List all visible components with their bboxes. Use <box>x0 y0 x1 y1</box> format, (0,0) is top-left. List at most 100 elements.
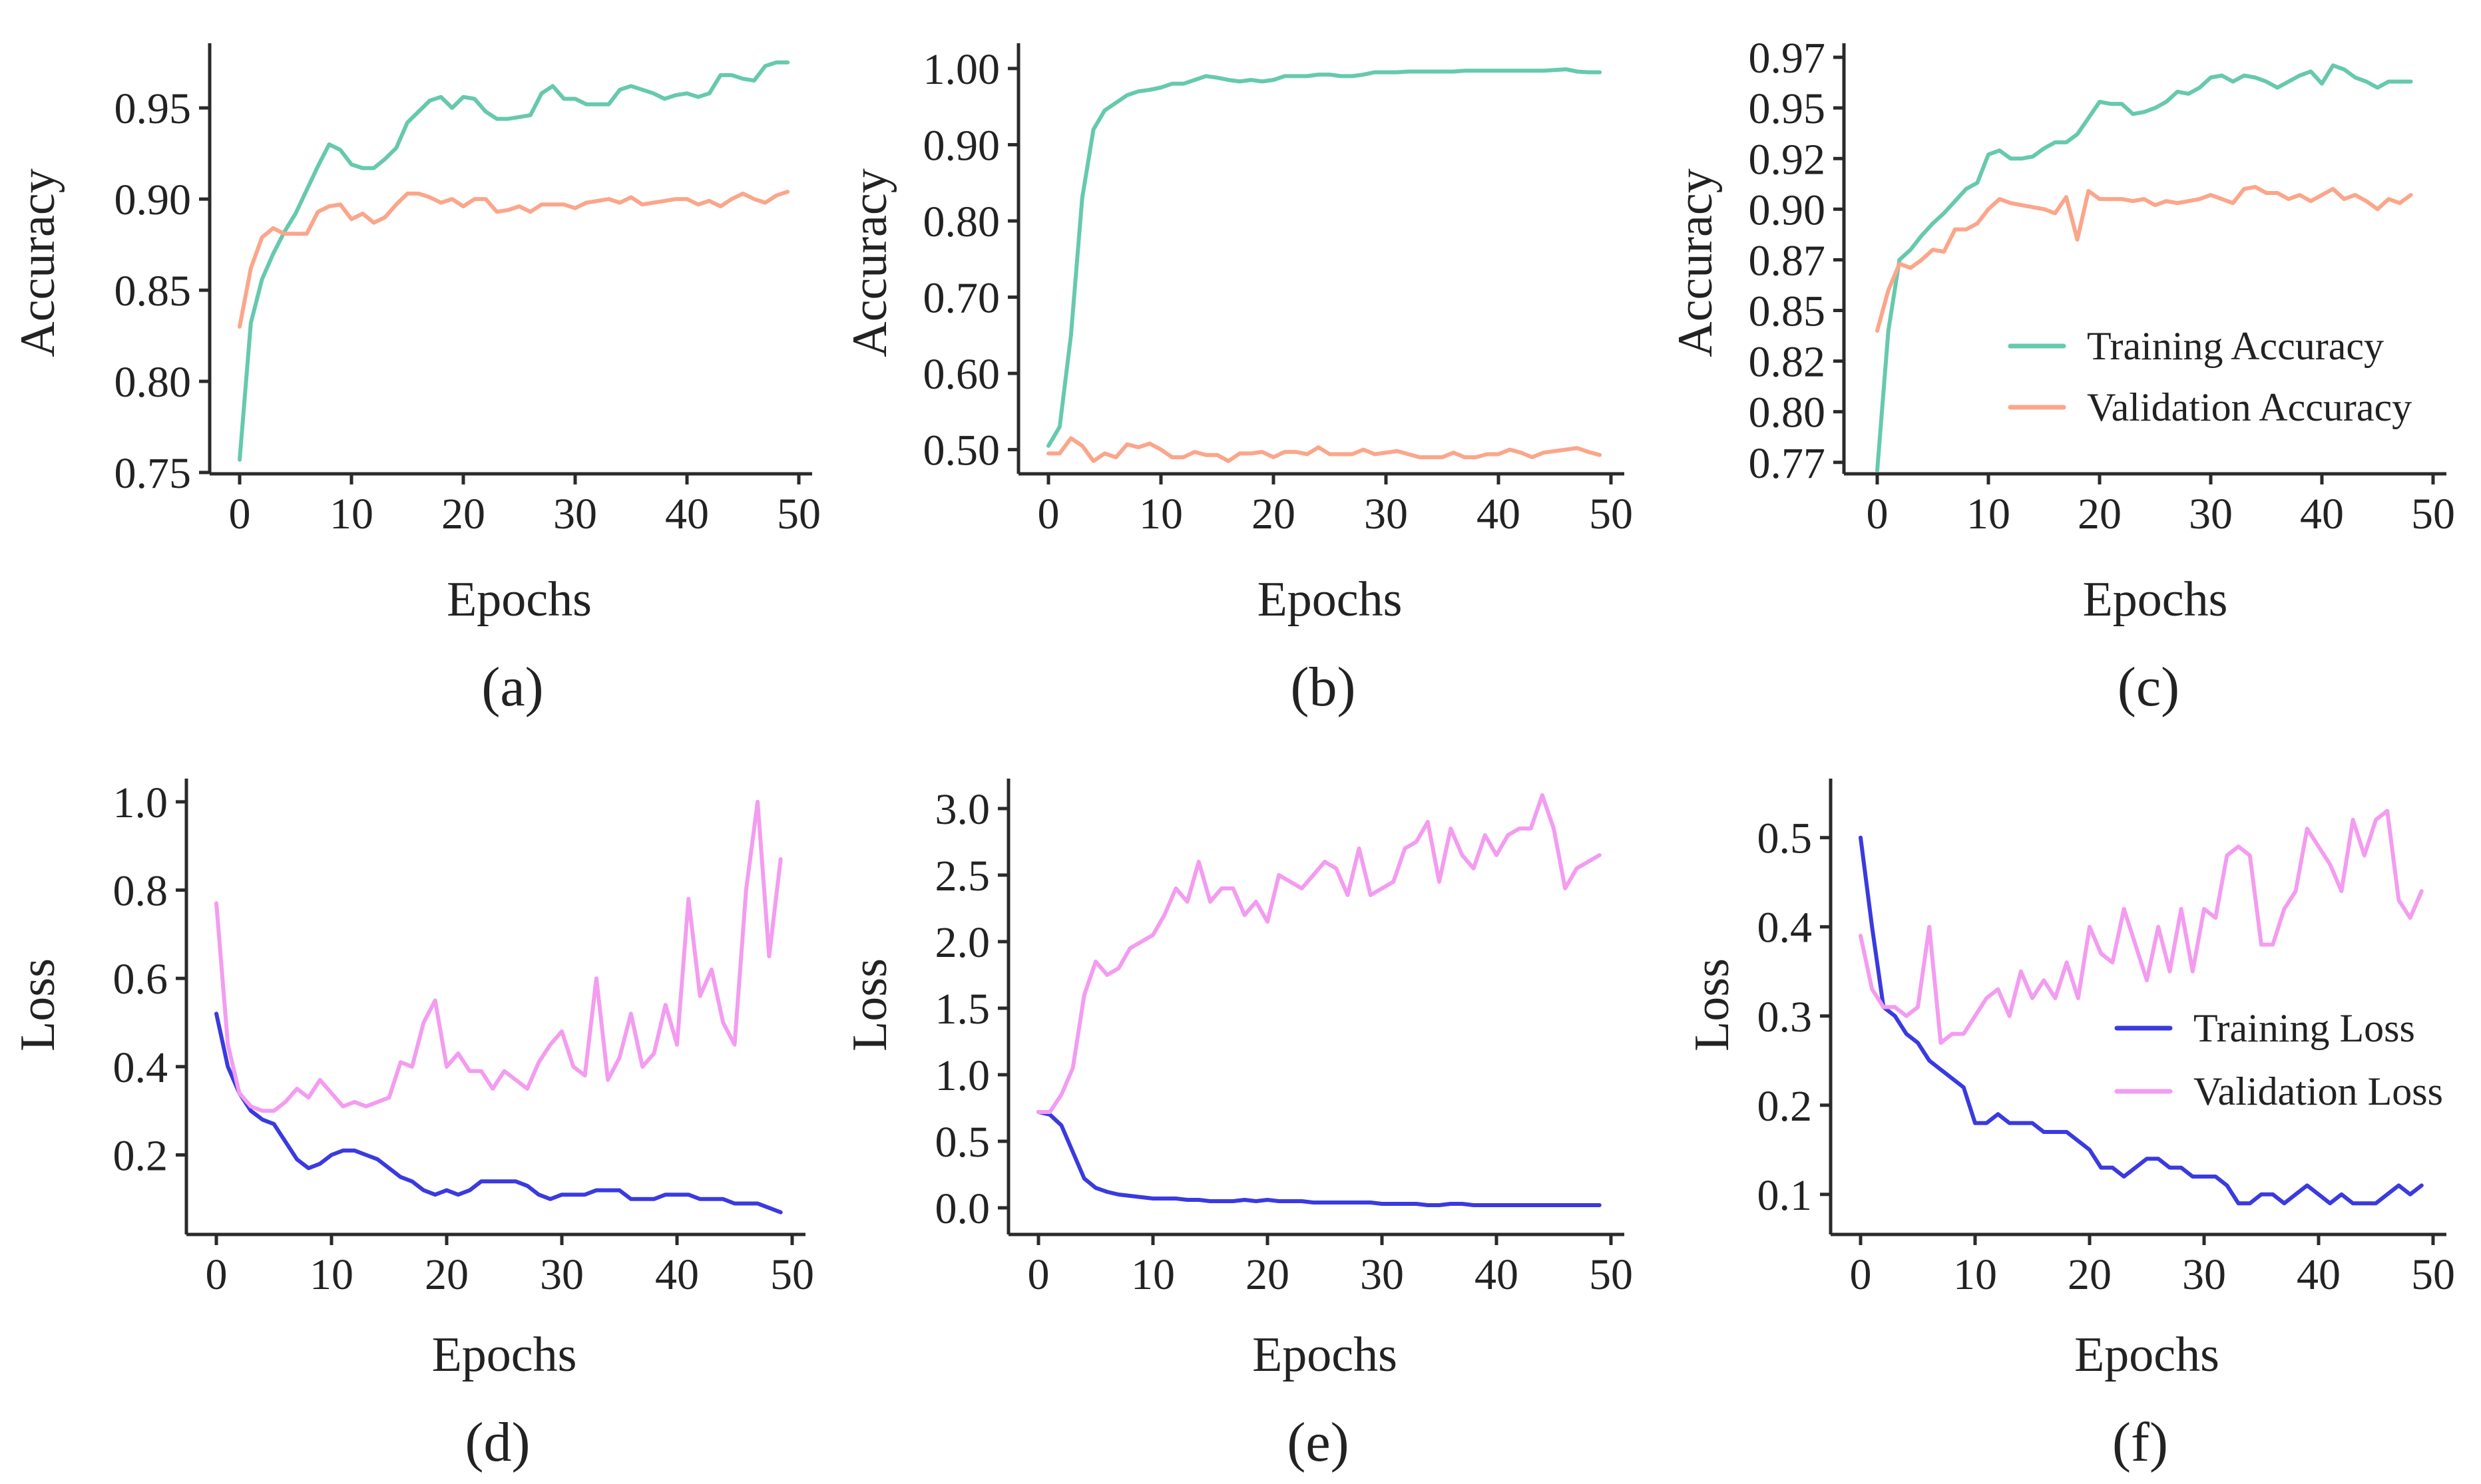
y-tick-label: 0.2 <box>113 1132 168 1181</box>
x-tick-label: 0 <box>1850 1250 1872 1299</box>
x-tick-label: 40 <box>2297 1250 2341 1299</box>
validation-accuracy-line <box>238 190 790 329</box>
y-tick-label: 0.85 <box>114 267 192 315</box>
y-tick-label: 3.0 <box>935 785 991 834</box>
y-tick-label: 0.92 <box>1749 135 1826 184</box>
x-tick-label: 10 <box>1953 1250 1997 1299</box>
x-tick-label: 20 <box>2068 1250 2112 1299</box>
y-tick-label: 0.1 <box>1757 1171 1813 1220</box>
x-tick-label: 20 <box>425 1250 469 1299</box>
x-tick-label: 30 <box>540 1250 584 1299</box>
x-tick-label: 30 <box>2182 1250 2226 1299</box>
panel-label: (e) <box>1287 1411 1349 1473</box>
panel-a: 0 10 20 30 40 50 0.75 0.80 0.85 0.90 0.95 Epochs Acc… <box>11 43 821 718</box>
y-tick-label: 0.5 <box>935 1118 991 1167</box>
validation-accuracy-line <box>1046 436 1602 463</box>
legend: Training Loss Validation Loss <box>2114 1006 2443 1113</box>
x-tick-label: 50 <box>2411 490 2455 538</box>
y-tick-label: 0.82 <box>1749 338 1826 387</box>
x-tick-label: 40 <box>655 1250 699 1299</box>
x-tick-label: 20 <box>1251 490 1295 538</box>
y-tick-label: 0.4 <box>113 1043 168 1092</box>
legend-label: Training Loss <box>2193 1006 2415 1050</box>
y-tick-label: 0.50 <box>923 427 1001 475</box>
training-accuracy-line <box>238 60 790 462</box>
y-axis-label: Accuracy <box>1668 168 1723 357</box>
y-tick-label: 0.6 <box>113 955 168 1004</box>
y-tick-label: 0.90 <box>1749 186 1826 234</box>
training-loss-line <box>1859 835 2424 1206</box>
y-tick-label: 1.0 <box>113 779 168 827</box>
validation-loss-line <box>1859 809 2424 1045</box>
legend: Training Accuracy Validation Accuracy <box>2008 324 2412 429</box>
x-axis-label: Epochs <box>1252 1328 1397 1382</box>
panel-label: (c) <box>2118 656 2179 718</box>
training-loss-line <box>1036 1110 1602 1207</box>
x-tick-label: 0 <box>1038 490 1060 538</box>
x-tick-label: 50 <box>1589 490 1633 538</box>
panel-c: 0 10 20 30 40 500.770.800.820.850.870.900.920… <box>1668 34 2455 718</box>
x-axis-label: Epochs <box>2083 572 2228 627</box>
y-axis-label: Loss <box>11 958 65 1051</box>
y-tick-label: 0.85 <box>1749 287 1826 336</box>
x-axis-label: Epochs <box>2074 1328 2219 1382</box>
y-tick-label: 1.0 <box>935 1051 991 1100</box>
legend-label: Training Accuracy <box>2087 324 2384 368</box>
y-tick-label: 0.80 <box>1749 389 1826 437</box>
y-tick-label: 0.95 <box>1749 85 1826 133</box>
validation-loss-line <box>1036 793 1602 1114</box>
legend-label: Validation Loss <box>2193 1069 2443 1113</box>
y-tick-label: 0.95 <box>114 85 192 133</box>
x-tick-label: 10 <box>1966 490 2010 538</box>
y-tick-label: 2.5 <box>935 852 991 900</box>
y-tick-label: 0.3 <box>1757 993 1813 1041</box>
x-tick-label: 50 <box>777 490 821 538</box>
validation-loss-line <box>214 799 783 1113</box>
x-tick-label: 50 <box>2411 1250 2455 1299</box>
y-tick-label: 0.4 <box>1757 904 1813 952</box>
x-tick-label: 40 <box>665 490 709 538</box>
x-tick-label: 0 <box>229 490 251 538</box>
panel-b: 0 10 20 30 40 50 0.50 0.60 0.70 0.80 0.90 1.00 Epoch… <box>843 43 1633 718</box>
x-tick-label: 20 <box>1245 1250 1289 1299</box>
y-tick-label: 1.5 <box>935 985 991 1033</box>
x-tick-label: 40 <box>1474 1250 1518 1299</box>
y-tick-label: 2.0 <box>935 918 991 967</box>
legend-label: Validation Accuracy <box>2087 385 2412 429</box>
y-axis-label: Accuracy <box>11 168 65 357</box>
x-tick-label: 30 <box>1364 490 1408 538</box>
x-tick-label: 0 <box>1028 1250 1050 1299</box>
x-tick-label: 10 <box>330 490 373 538</box>
x-tick-label: 10 <box>1139 490 1183 538</box>
x-tick-label: 40 <box>1476 490 1520 538</box>
training-accuracy-line <box>1875 63 2413 472</box>
y-tick-label: 0.80 <box>114 358 192 407</box>
panel-e: 0 10 20 30 40 50 0.0 0.5 1.0 1.5 2.0 2.5 3.0 Epochs Lo… <box>843 779 1633 1473</box>
panel-f: 0 10 20 30 40 50 0.1 0.2 0.3 0.4 0.5 Epochs Loss Trai… <box>1685 779 2455 1473</box>
y-tick-label: 0.60 <box>923 350 1001 399</box>
y-tick-label: 0.90 <box>114 176 192 224</box>
x-axis-label: Epochs <box>447 572 592 627</box>
panel-label: (f) <box>2112 1411 2168 1473</box>
training-loss-line <box>214 1012 783 1214</box>
x-tick-label: 0 <box>206 1250 228 1299</box>
x-tick-label: 10 <box>310 1250 353 1299</box>
y-tick-label: 0.8 <box>113 867 168 916</box>
y-tick-label: 0.75 <box>114 449 192 498</box>
y-axis-label: Loss <box>1685 958 1739 1051</box>
y-axis-label: Loss <box>843 958 897 1051</box>
x-tick-label: 10 <box>1131 1250 1175 1299</box>
panel-d: 0 10 20 30 40 50 0.2 0.4 0.6 0.8 1.0 Epochs Loss (d) <box>11 779 814 1473</box>
x-tick-label: 20 <box>441 490 485 538</box>
x-tick-label: 0 <box>1867 490 1889 538</box>
x-tick-label: 30 <box>1360 1250 1404 1299</box>
y-tick-label: 0.80 <box>923 198 1001 246</box>
y-tick-label: 0.87 <box>1749 236 1826 285</box>
x-tick-label: 20 <box>2078 490 2122 538</box>
validation-accuracy-line <box>1875 184 2413 333</box>
x-tick-label: 40 <box>2300 490 2344 538</box>
x-axis-label: Epochs <box>1257 572 1403 627</box>
y-tick-label: 0.70 <box>923 274 1001 323</box>
y-tick-label: 0.97 <box>1749 34 1826 83</box>
